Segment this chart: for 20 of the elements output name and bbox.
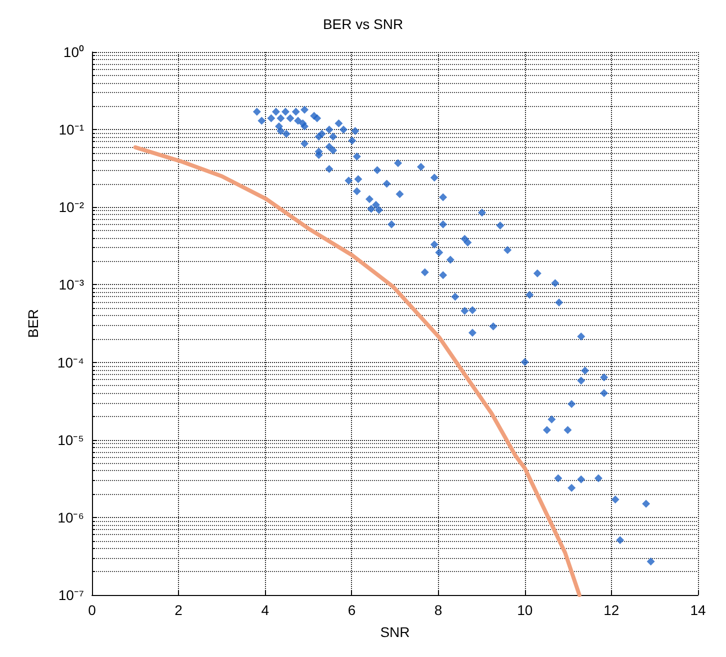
y-tick-label: 10⁻³: [58, 276, 84, 293]
y-tick-label: 10⁻⁵: [58, 432, 84, 448]
y-tick-label: 10⁻⁴: [57, 354, 84, 370]
x-tick-label: 12: [604, 602, 620, 618]
x-tick-label: 4: [261, 602, 270, 618]
y-tick-label: 10⁻¹: [58, 122, 84, 138]
y-tick-label: 10⁻⁷: [58, 587, 84, 603]
line-series: [133, 145, 582, 597]
x-tick-label: 0: [88, 602, 96, 618]
x-tick-label: 6: [348, 602, 356, 618]
x-tick-label: 2: [174, 602, 183, 618]
x-tick-label: 10: [517, 602, 533, 618]
x-tick-label: 8: [434, 602, 442, 618]
x-tick-label: 14: [690, 602, 706, 618]
y-axis-title: BER: [25, 309, 41, 338]
y-tick-label: 10⁻⁶: [58, 509, 84, 526]
y-tick-label: 10⁰: [63, 44, 84, 60]
x-axis-title: SNR: [380, 624, 410, 640]
y-tick-label: 10⁻²: [58, 199, 84, 216]
chart-title: BER vs SNR: [322, 16, 404, 32]
